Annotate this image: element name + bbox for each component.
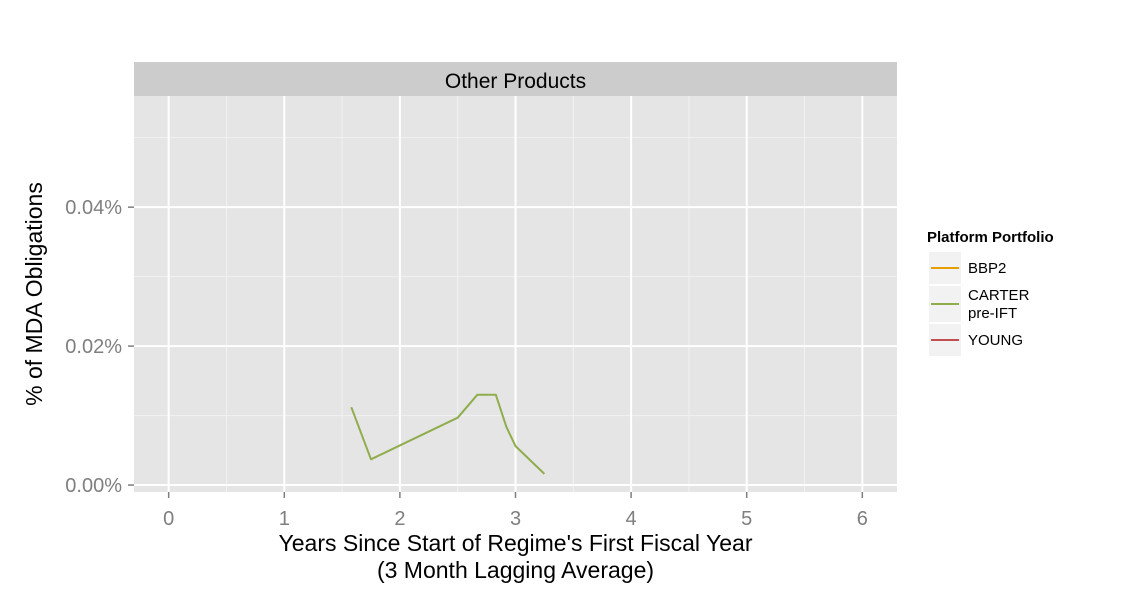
facet-strip-label: Other Products — [445, 70, 586, 93]
legend: Platform Portfolio BBP2 CARTER pre-IFT YOU… — [927, 229, 1054, 356]
x-tick-label: 4 — [626, 508, 637, 530]
x-axis-title-line1: Years Since Start of Regime's First Fisc… — [279, 530, 753, 556]
axis-ticks — [128, 206, 864, 498]
x-tick-labels: 0 1 2 3 4 5 6 — [163, 508, 868, 530]
y-tick-label: 0.04% — [65, 197, 122, 219]
legend-label: CARTER — [968, 287, 1030, 304]
legend-label: YOUNG — [968, 332, 1023, 349]
series-line-carter-pre-ift — [350, 393, 546, 475]
legend-label: BBP2 — [968, 260, 1006, 277]
legend-title: Platform Portfolio — [927, 229, 1054, 246]
x-tick-label: 6 — [857, 508, 868, 530]
x-tick-label: 3 — [510, 508, 521, 530]
x-tick-label: 5 — [741, 508, 752, 530]
x-tick-label: 2 — [394, 508, 405, 530]
y-tick-label: 0.00% — [65, 475, 122, 497]
facet-strip — [134, 62, 897, 96]
y-tick-labels: 0.00% 0.02% 0.04% — [65, 197, 122, 497]
x-tick-label: 0 — [163, 508, 174, 530]
x-tick-label: 1 — [279, 508, 290, 530]
major-gridlines — [134, 96, 897, 492]
x-axis-title-line2: (3 Month Lagging Average) — [377, 557, 654, 583]
series-layer — [350, 393, 546, 475]
legend-label: pre-IFT — [968, 305, 1017, 322]
y-axis-title: % of MDA Obligations — [21, 182, 47, 406]
y-tick-label: 0.02% — [65, 336, 122, 358]
